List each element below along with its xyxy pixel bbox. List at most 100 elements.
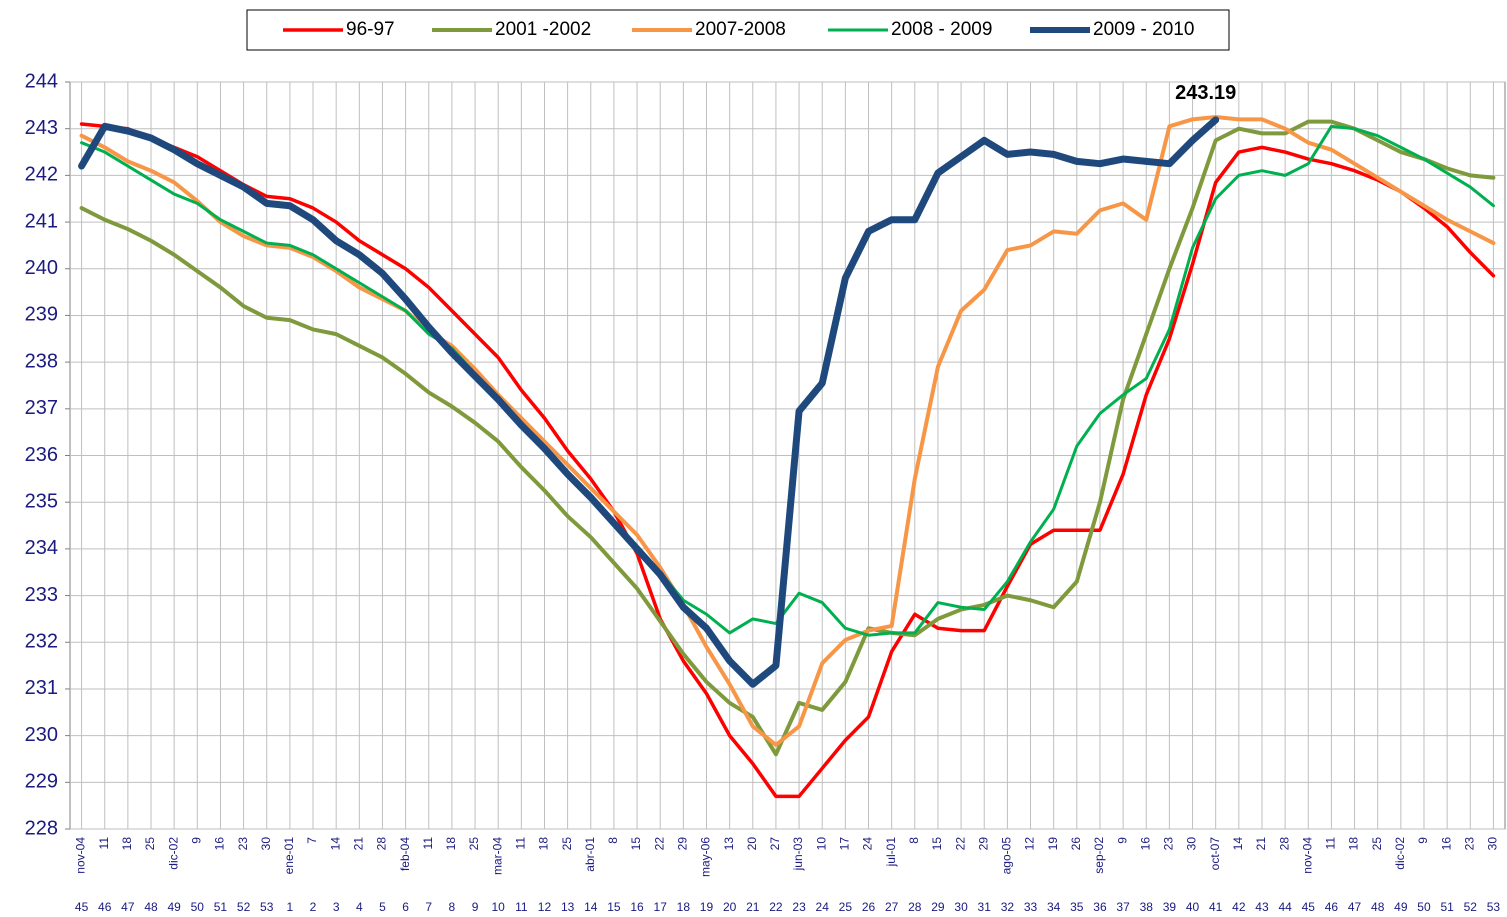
week-label: 3: [333, 900, 340, 914]
y-tick-label: 231: [25, 677, 58, 699]
week-label: 13: [561, 900, 575, 914]
x-tick-label: 17: [838, 837, 852, 851]
x-tick-label: 20: [745, 837, 759, 851]
week-label: 45: [75, 900, 89, 914]
week-label: 28: [908, 900, 922, 914]
x-tick-label: 23: [1462, 837, 1476, 851]
week-label: 1: [287, 900, 294, 914]
week-label: 46: [98, 900, 112, 914]
x-tick-label: 11: [421, 837, 435, 850]
week-label: 47: [121, 900, 135, 914]
x-tick-label: 18: [120, 837, 134, 851]
series-line: [78, 116, 1220, 688]
y-tick-label: 230: [25, 724, 58, 746]
week-label: 39: [1163, 900, 1177, 914]
x-tick-label: 28: [1277, 837, 1291, 851]
week-label: 11: [515, 900, 528, 914]
x-tick-label: 8: [606, 837, 620, 844]
week-label: 48: [144, 900, 158, 914]
x-tick-label: 23: [1162, 837, 1176, 851]
week-label: 7: [425, 900, 432, 914]
week-label: 41: [1209, 900, 1223, 914]
week-label: 9: [472, 900, 479, 914]
week-label: 40: [1186, 900, 1200, 914]
week-label: 50: [191, 900, 205, 914]
y-tick-label: 235: [25, 490, 58, 512]
x-tick-label: 22: [652, 837, 666, 851]
x-tick-label: 25: [1370, 837, 1384, 851]
week-label: 31: [978, 900, 992, 914]
legend-label: 2008 - 2009: [891, 19, 992, 40]
week-label: 29: [931, 900, 945, 914]
week-label: 44: [1278, 900, 1292, 914]
x-tick-label: dic-02: [1393, 837, 1407, 870]
week-label: 10: [492, 900, 506, 914]
x-tick-label: 21: [1254, 837, 1268, 851]
x-tick-label: 12: [1023, 837, 1037, 851]
x-tick-label: 14: [328, 837, 342, 851]
x-tick-label: 13: [722, 837, 736, 851]
y-tick-label: 232: [25, 631, 58, 653]
x-tick-label: sep-02: [1092, 837, 1106, 874]
x-tick-label: jun-03: [791, 837, 805, 872]
x-tick-label: 11: [97, 837, 111, 850]
week-label: 53: [1487, 900, 1501, 914]
y-tick-label: 243: [25, 117, 58, 139]
week-label: 38: [1140, 900, 1154, 914]
x-tick-label: may-06: [699, 837, 713, 877]
x-tick-label: 25: [143, 837, 157, 851]
week-label: 43: [1255, 900, 1269, 914]
y-tick-label: 236: [25, 444, 58, 466]
x-tick-label: 18: [537, 837, 551, 851]
x-tick-label: nov-04: [1300, 837, 1314, 874]
x-tick-label: feb-04: [398, 837, 412, 871]
week-label: 23: [792, 900, 806, 914]
week-label: 32: [1001, 900, 1015, 914]
week-label: 2: [310, 900, 317, 914]
y-tick-label: 240: [25, 257, 58, 279]
series-line: [80, 124, 1495, 637]
x-tick-label: 11: [1324, 837, 1338, 850]
week-label: 5: [379, 900, 386, 914]
week-label: 18: [677, 900, 691, 914]
week-label: 46: [1325, 900, 1339, 914]
x-tick-label: 16: [213, 837, 227, 851]
x-tick-label: 9: [189, 837, 203, 844]
x-tick-label: 18: [1347, 837, 1361, 851]
y-tick-label: 244: [25, 70, 58, 92]
week-label: 51: [1440, 900, 1454, 914]
x-tick-label: abr-01: [583, 837, 597, 872]
x-tick-label: 22: [953, 837, 967, 851]
x-tick-label: 9: [1416, 837, 1430, 844]
x-tick-label: 16: [1439, 837, 1453, 851]
x-tick-label: 15: [930, 837, 944, 851]
week-label: 52: [237, 900, 251, 914]
week-label: 26: [862, 900, 876, 914]
week-label: 37: [1116, 900, 1130, 914]
week-label: 15: [607, 900, 621, 914]
week-label: 49: [1394, 900, 1408, 914]
week-label: 47: [1348, 900, 1362, 914]
y-tick-label: 241: [25, 210, 58, 232]
week-label: 36: [1093, 900, 1107, 914]
x-tick-label: 14: [1231, 837, 1245, 851]
series-line: [79, 122, 1496, 799]
week-label: 16: [630, 900, 644, 914]
week-label: 49: [167, 900, 181, 914]
x-tick-label: oct-07: [1208, 837, 1222, 871]
data-label: 243.19: [1175, 82, 1236, 104]
x-tick-label: 15: [629, 837, 643, 851]
week-label: 51: [214, 900, 228, 914]
week-label: 24: [816, 900, 830, 914]
week-label: 50: [1417, 900, 1431, 914]
y-tick-label: 228: [25, 817, 58, 839]
x-tick-label: 9: [1115, 837, 1129, 844]
series-line: [79, 119, 1496, 757]
week-label: 52: [1464, 900, 1478, 914]
week-label: 53: [260, 900, 274, 914]
x-tick-label: 27: [768, 837, 782, 851]
week-label: 4: [356, 900, 363, 914]
y-tick-label: 229: [25, 771, 58, 793]
x-tick-label: 19: [1046, 837, 1060, 851]
x-tick-label: 29: [676, 837, 690, 851]
